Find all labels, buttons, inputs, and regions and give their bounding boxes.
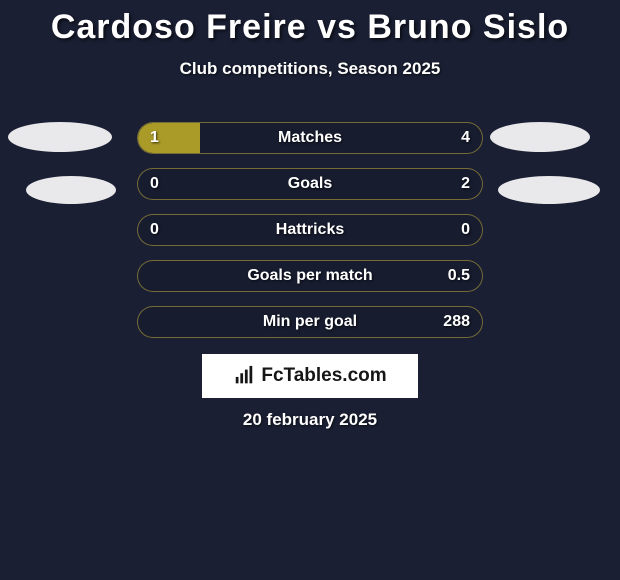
stat-row: Goals per match 0.5: [137, 260, 483, 292]
stat-label: Matches: [278, 129, 342, 147]
stat-row: 1 Matches 4: [137, 122, 483, 154]
stat-fill-left: [138, 123, 200, 153]
page-title: Cardoso Freire vs Bruno Sislo: [0, 0, 620, 47]
bar-chart-icon: [233, 365, 255, 387]
team-badge-placeholder: [8, 122, 112, 152]
stat-value-right: 288: [443, 313, 470, 331]
stat-value-right: 0: [461, 221, 470, 239]
stat-value-right: 0.5: [448, 267, 470, 285]
stat-value-right: 4: [461, 129, 470, 147]
stat-row: 0 Goals 2: [137, 168, 483, 200]
stat-value-right: 2: [461, 175, 470, 193]
team-badge-placeholder: [498, 176, 600, 204]
date-label: 20 february 2025: [243, 410, 377, 430]
comparison-chart: 1 Matches 4 0 Goals 2 0 Hattricks 0 Goals per mat…: [137, 122, 483, 352]
stat-label: Goals: [288, 175, 332, 193]
stat-value-left: 0: [150, 221, 159, 239]
stat-row: 0 Hattricks 0: [137, 214, 483, 246]
site-logo[interactable]: FcTables.com: [202, 354, 418, 398]
stat-value-left: 1: [150, 129, 159, 147]
site-logo-text: FcTables.com: [261, 365, 386, 387]
stat-label: Min per goal: [263, 313, 357, 331]
stat-value-left: 0: [150, 175, 159, 193]
stat-label: Hattricks: [276, 221, 344, 239]
team-badge-placeholder: [26, 176, 116, 204]
stat-row: Min per goal 288: [137, 306, 483, 338]
team-badge-placeholder: [490, 122, 590, 152]
page-subtitle: Club competitions, Season 2025: [0, 59, 620, 79]
stat-label: Goals per match: [247, 267, 372, 285]
